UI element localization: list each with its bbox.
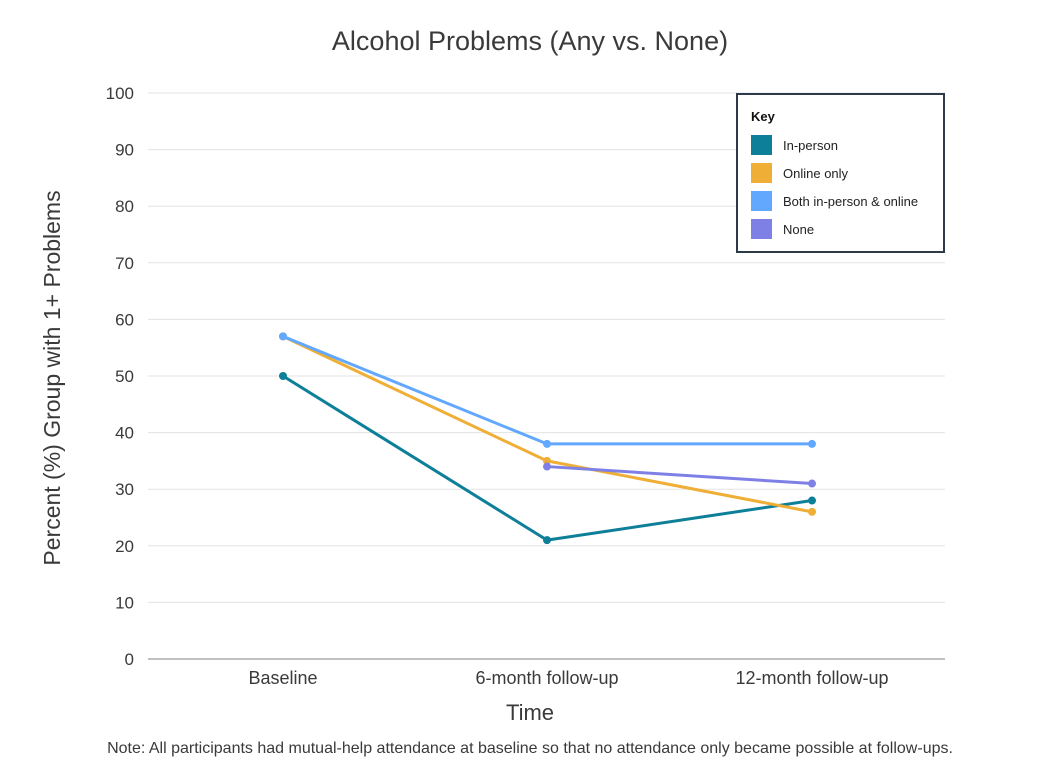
data-point-both-in-person-online	[543, 439, 551, 448]
x-axis-ticks: Baseline 6-month follow-up 12-month follow…	[248, 668, 888, 688]
x-tick-label: 6-month follow-up	[475, 668, 618, 688]
data-point-online-only	[543, 456, 551, 465]
legend: Key In-person Online only Both in-person &…	[736, 93, 945, 253]
data-point-none	[808, 479, 816, 488]
y-axis-label: Percent (%) Group with 1+ Problems	[39, 190, 65, 565]
y-tick-label: 10	[115, 593, 134, 612]
legend-label-in-person: In-person	[783, 138, 838, 153]
y-tick-label: 80	[115, 197, 134, 216]
x-tick-label: Baseline	[248, 668, 317, 688]
legend-label-online-only: Online only	[783, 166, 849, 181]
data-point-in-person	[279, 372, 287, 380]
y-tick-label: 20	[115, 537, 134, 556]
y-tick-label: 50	[115, 367, 134, 386]
y-tick-label: 0	[125, 650, 134, 669]
y-tick-label: 100	[106, 84, 134, 103]
chart-note: Note: All participants had mutual-help a…	[107, 740, 953, 757]
y-tick-label: 90	[115, 141, 134, 160]
legend-title: Key	[751, 109, 776, 124]
data-point-both-in-person-online	[279, 332, 287, 341]
data-point-none	[543, 462, 551, 471]
series-line-both-in-person-online	[282, 334, 812, 446]
legend-swatch-none	[751, 219, 772, 239]
chart-title: Alcohol Problems (Any vs. None)	[332, 26, 728, 56]
y-axis-ticks: 0 10 20 30 40 50 60 70 80 90 100	[106, 84, 134, 669]
data-point-in-person	[808, 496, 816, 505]
legend-swatch-both-in-person-online	[751, 191, 772, 211]
legend-swatch-in-person	[751, 135, 772, 155]
legend-swatch-online-only	[751, 163, 772, 183]
data-point-online-only	[808, 507, 816, 516]
y-tick-label: 40	[115, 424, 134, 443]
legend-label-both-in-person-online: Both in-person & online	[783, 194, 918, 209]
data-point-both-in-person-online	[808, 439, 816, 448]
y-tick-label: 70	[115, 254, 134, 273]
series-line-none	[546, 465, 813, 486]
x-tick-label: 12-month follow-up	[735, 668, 888, 688]
series-lines	[279, 332, 816, 545]
y-tick-label: 60	[115, 310, 134, 329]
data-point-in-person	[543, 536, 551, 545]
y-tick-label: 30	[115, 480, 134, 499]
legend-label-none: None	[783, 222, 814, 237]
x-axis-label: Time	[506, 700, 554, 725]
